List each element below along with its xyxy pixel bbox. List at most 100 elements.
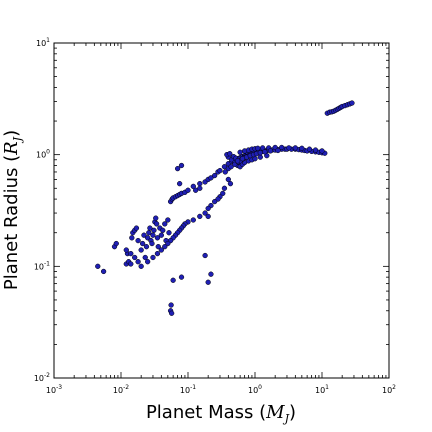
data-point	[155, 244, 161, 250]
data-point	[153, 215, 159, 221]
data-point	[227, 151, 233, 157]
data-points	[95, 100, 355, 316]
data-point	[212, 198, 218, 205]
data-point	[128, 250, 134, 257]
data-point	[176, 181, 183, 187]
data-point	[267, 148, 274, 154]
data-point	[174, 165, 181, 172]
data-point	[162, 244, 168, 250]
data-point	[202, 252, 208, 259]
y-axis-unit-symbol: R	[1, 141, 22, 156]
data-point	[168, 310, 175, 316]
x-tick-label: 101	[315, 384, 329, 395]
axis-ticks	[53, 42, 390, 379]
data-point	[100, 268, 107, 275]
data-point	[143, 244, 150, 250]
data-point	[257, 154, 263, 160]
data-point	[286, 145, 292, 151]
data-point	[225, 176, 231, 183]
data-point	[221, 185, 228, 191]
data-point	[160, 227, 166, 234]
data-point	[234, 158, 241, 164]
data-point	[349, 100, 355, 106]
data-point	[150, 232, 156, 238]
data-point	[190, 217, 196, 223]
data-point	[133, 225, 140, 231]
y-tick-label: 10-1	[34, 260, 50, 271]
data-point	[149, 240, 155, 247]
data-point	[168, 302, 174, 308]
y-axis-label-text: Planet Radius	[1, 168, 22, 291]
x-axis-label-text: Planet Mass	[146, 402, 253, 423]
data-point	[299, 145, 305, 151]
data-point	[212, 172, 218, 179]
data-point	[192, 187, 199, 193]
data-point	[153, 221, 160, 227]
data-point	[178, 274, 185, 280]
data-point	[162, 221, 168, 227]
data-point	[259, 145, 266, 151]
data-point	[132, 254, 138, 261]
data-point	[197, 181, 203, 187]
y-tick-label: 10-2	[34, 372, 50, 383]
data-point	[154, 235, 161, 241]
data-point	[113, 240, 119, 247]
data-point	[205, 205, 211, 212]
data-point	[166, 230, 172, 236]
data-point	[257, 150, 263, 156]
data-point	[275, 147, 281, 154]
plot-frame	[53, 42, 390, 379]
data-point	[312, 147, 319, 153]
data-point	[135, 259, 141, 265]
data-point	[129, 235, 135, 241]
data-point	[151, 227, 157, 234]
x-axis-unit-subscript: J	[283, 412, 290, 425]
y-tick-label: 101	[36, 37, 50, 48]
data-point	[165, 240, 171, 247]
data-point	[255, 145, 261, 151]
y-axis-label: Planet Radius (RJ)	[1, 130, 24, 290]
x-tick-label: 10-3	[46, 384, 62, 395]
data-point	[142, 254, 148, 261]
data-point	[197, 213, 203, 220]
data-point	[170, 277, 176, 283]
data-point	[222, 169, 228, 175]
data-point	[154, 250, 161, 257]
data-point	[220, 190, 226, 197]
y-axis-unit-subscript: J	[11, 136, 24, 143]
data-point	[165, 217, 171, 223]
data-point	[135, 237, 141, 244]
data-point	[292, 145, 298, 151]
data-point	[158, 232, 164, 238]
data-point	[178, 162, 185, 169]
data-point	[197, 185, 203, 191]
data-point	[185, 187, 191, 193]
data-point	[227, 181, 234, 187]
x-axis-label: Planet Mass (MJ)	[146, 402, 296, 425]
data-point	[128, 261, 134, 267]
data-point	[279, 144, 285, 151]
data-point	[190, 183, 196, 190]
x-tick-label: 102	[382, 384, 396, 395]
data-point	[237, 149, 243, 155]
data-point	[95, 263, 101, 269]
data-point	[217, 167, 223, 174]
data-point	[208, 271, 214, 277]
x-tick-label: 10-2	[113, 384, 129, 395]
data-point	[205, 279, 211, 285]
data-point	[319, 148, 325, 154]
data-point	[306, 146, 313, 152]
y-tick-label: 100	[36, 149, 50, 160]
x-tick-label: 10-1	[180, 384, 196, 395]
data-point	[202, 210, 208, 216]
data-point	[123, 247, 129, 253]
data-point	[138, 263, 144, 269]
data-point	[147, 225, 153, 231]
data-point	[205, 213, 211, 220]
data-point	[145, 259, 151, 265]
data-point	[138, 247, 144, 253]
data-point	[141, 232, 147, 238]
